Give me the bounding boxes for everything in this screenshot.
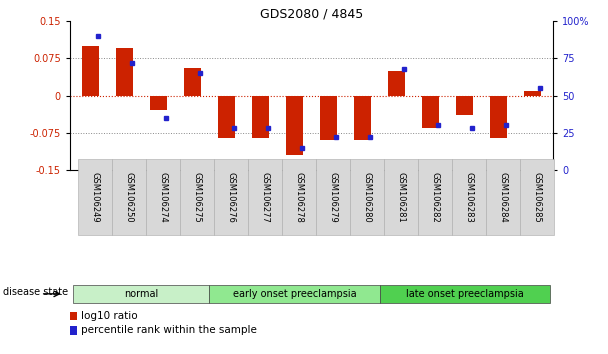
Text: GSM106281: GSM106281 <box>396 172 406 222</box>
Bar <box>150 96 167 110</box>
Text: normal: normal <box>124 289 159 299</box>
Text: log10 ratio: log10 ratio <box>81 311 137 321</box>
Text: GSM106276: GSM106276 <box>227 172 235 223</box>
Bar <box>184 68 201 96</box>
Bar <box>524 91 541 96</box>
Text: GSM106284: GSM106284 <box>499 172 508 222</box>
Text: GSM106277: GSM106277 <box>261 172 269 223</box>
Text: GSM106285: GSM106285 <box>533 172 542 222</box>
Bar <box>490 96 507 138</box>
Bar <box>320 96 337 140</box>
Text: GSM106280: GSM106280 <box>362 172 371 222</box>
Text: percentile rank within the sample: percentile rank within the sample <box>81 325 257 335</box>
Text: GSM106274: GSM106274 <box>159 172 167 222</box>
Text: GSM106250: GSM106250 <box>125 172 133 222</box>
Text: early onset preeclampsia: early onset preeclampsia <box>233 289 356 299</box>
Text: late onset preeclampsia: late onset preeclampsia <box>406 289 523 299</box>
Bar <box>422 96 439 128</box>
Text: GSM106278: GSM106278 <box>295 172 303 223</box>
Text: GSM106279: GSM106279 <box>328 172 337 222</box>
Bar <box>116 48 133 96</box>
Bar <box>82 46 99 96</box>
Text: GSM106282: GSM106282 <box>430 172 440 222</box>
Bar <box>218 96 235 138</box>
Text: GSM106249: GSM106249 <box>91 172 99 222</box>
Bar <box>354 96 371 140</box>
Text: GSM106283: GSM106283 <box>465 172 474 223</box>
Bar <box>286 96 303 155</box>
Text: GSM106275: GSM106275 <box>193 172 201 222</box>
Bar <box>252 96 269 138</box>
Bar <box>456 96 473 115</box>
Bar <box>388 71 405 96</box>
Title: GDS2080 / 4845: GDS2080 / 4845 <box>260 7 363 20</box>
Text: disease state: disease state <box>3 287 68 297</box>
